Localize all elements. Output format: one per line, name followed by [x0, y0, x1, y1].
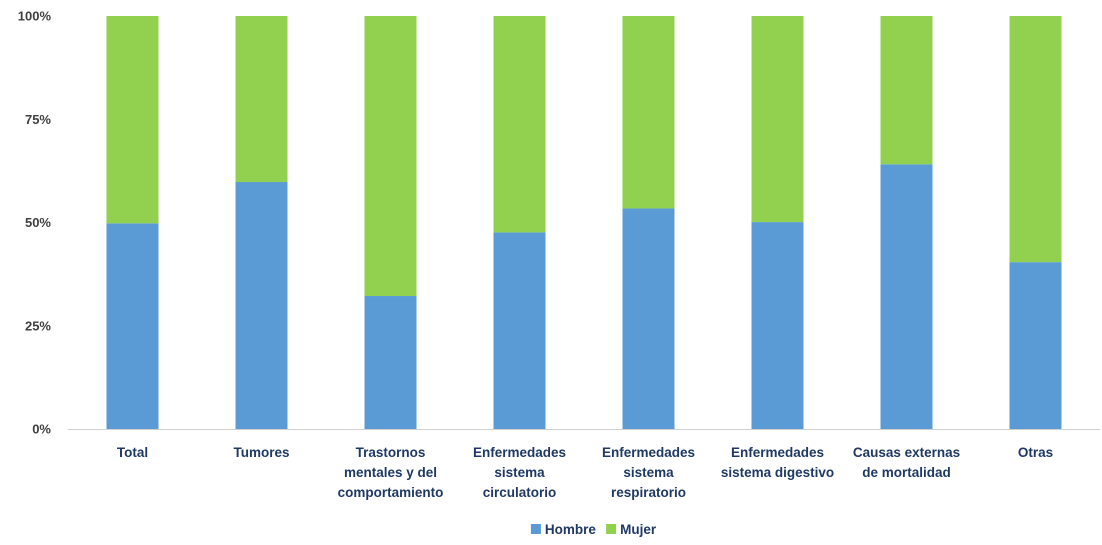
legend-label-hombre: Hombre	[545, 522, 596, 537]
bar-hombre	[751, 222, 804, 429]
y-tick-label: 100%	[18, 9, 52, 24]
bar-mujer	[751, 16, 804, 223]
x-category-label: Otras	[1018, 445, 1053, 460]
y-tick-label: 50%	[25, 215, 51, 230]
legend-swatch-hombre	[530, 524, 541, 534]
bar-mujer	[622, 16, 675, 209]
x-category-label: Trastornos mentales y del comportamiento	[338, 445, 444, 500]
y-axis: 0% 25% 50% 75% 100%	[18, 9, 52, 437]
bar-hombre	[106, 223, 159, 429]
bar-mujer	[364, 16, 417, 297]
bar-hombre	[235, 182, 288, 429]
x-axis: Total Tumores Trastornos mentales y del comp…	[68, 429, 1100, 500]
bar-hombre	[493, 232, 546, 429]
y-tick-label: 25%	[25, 318, 51, 333]
legend-swatch-mujer	[606, 524, 617, 534]
x-category-label: Causas externas de mortalidad	[853, 445, 960, 480]
bar-mujer	[493, 16, 546, 233]
bar-mujer	[106, 16, 159, 224]
x-category-label: Total	[117, 445, 148, 460]
bar-mujer	[235, 16, 288, 183]
legend-label-mujer: Mujer	[620, 522, 657, 537]
bars	[106, 16, 1062, 429]
bar-hombre	[364, 296, 417, 429]
bar-mujer	[880, 16, 933, 165]
bar-hombre	[622, 208, 675, 429]
y-tick-label: 0%	[32, 422, 51, 437]
bar-hombre	[880, 164, 933, 429]
legend: Hombre Mujer	[530, 522, 657, 537]
x-category-label: Enfermedades sistema respiratorio	[602, 445, 695, 500]
x-category-label: Enfermedades sistema circulatorio	[473, 445, 566, 500]
y-tick-label: 75%	[25, 112, 51, 127]
bar-mujer	[1009, 16, 1062, 263]
x-category-label: Tumores	[233, 445, 289, 460]
x-category-label: Enfermedades sistema digestivo	[721, 445, 834, 480]
bar-hombre	[1009, 262, 1062, 429]
